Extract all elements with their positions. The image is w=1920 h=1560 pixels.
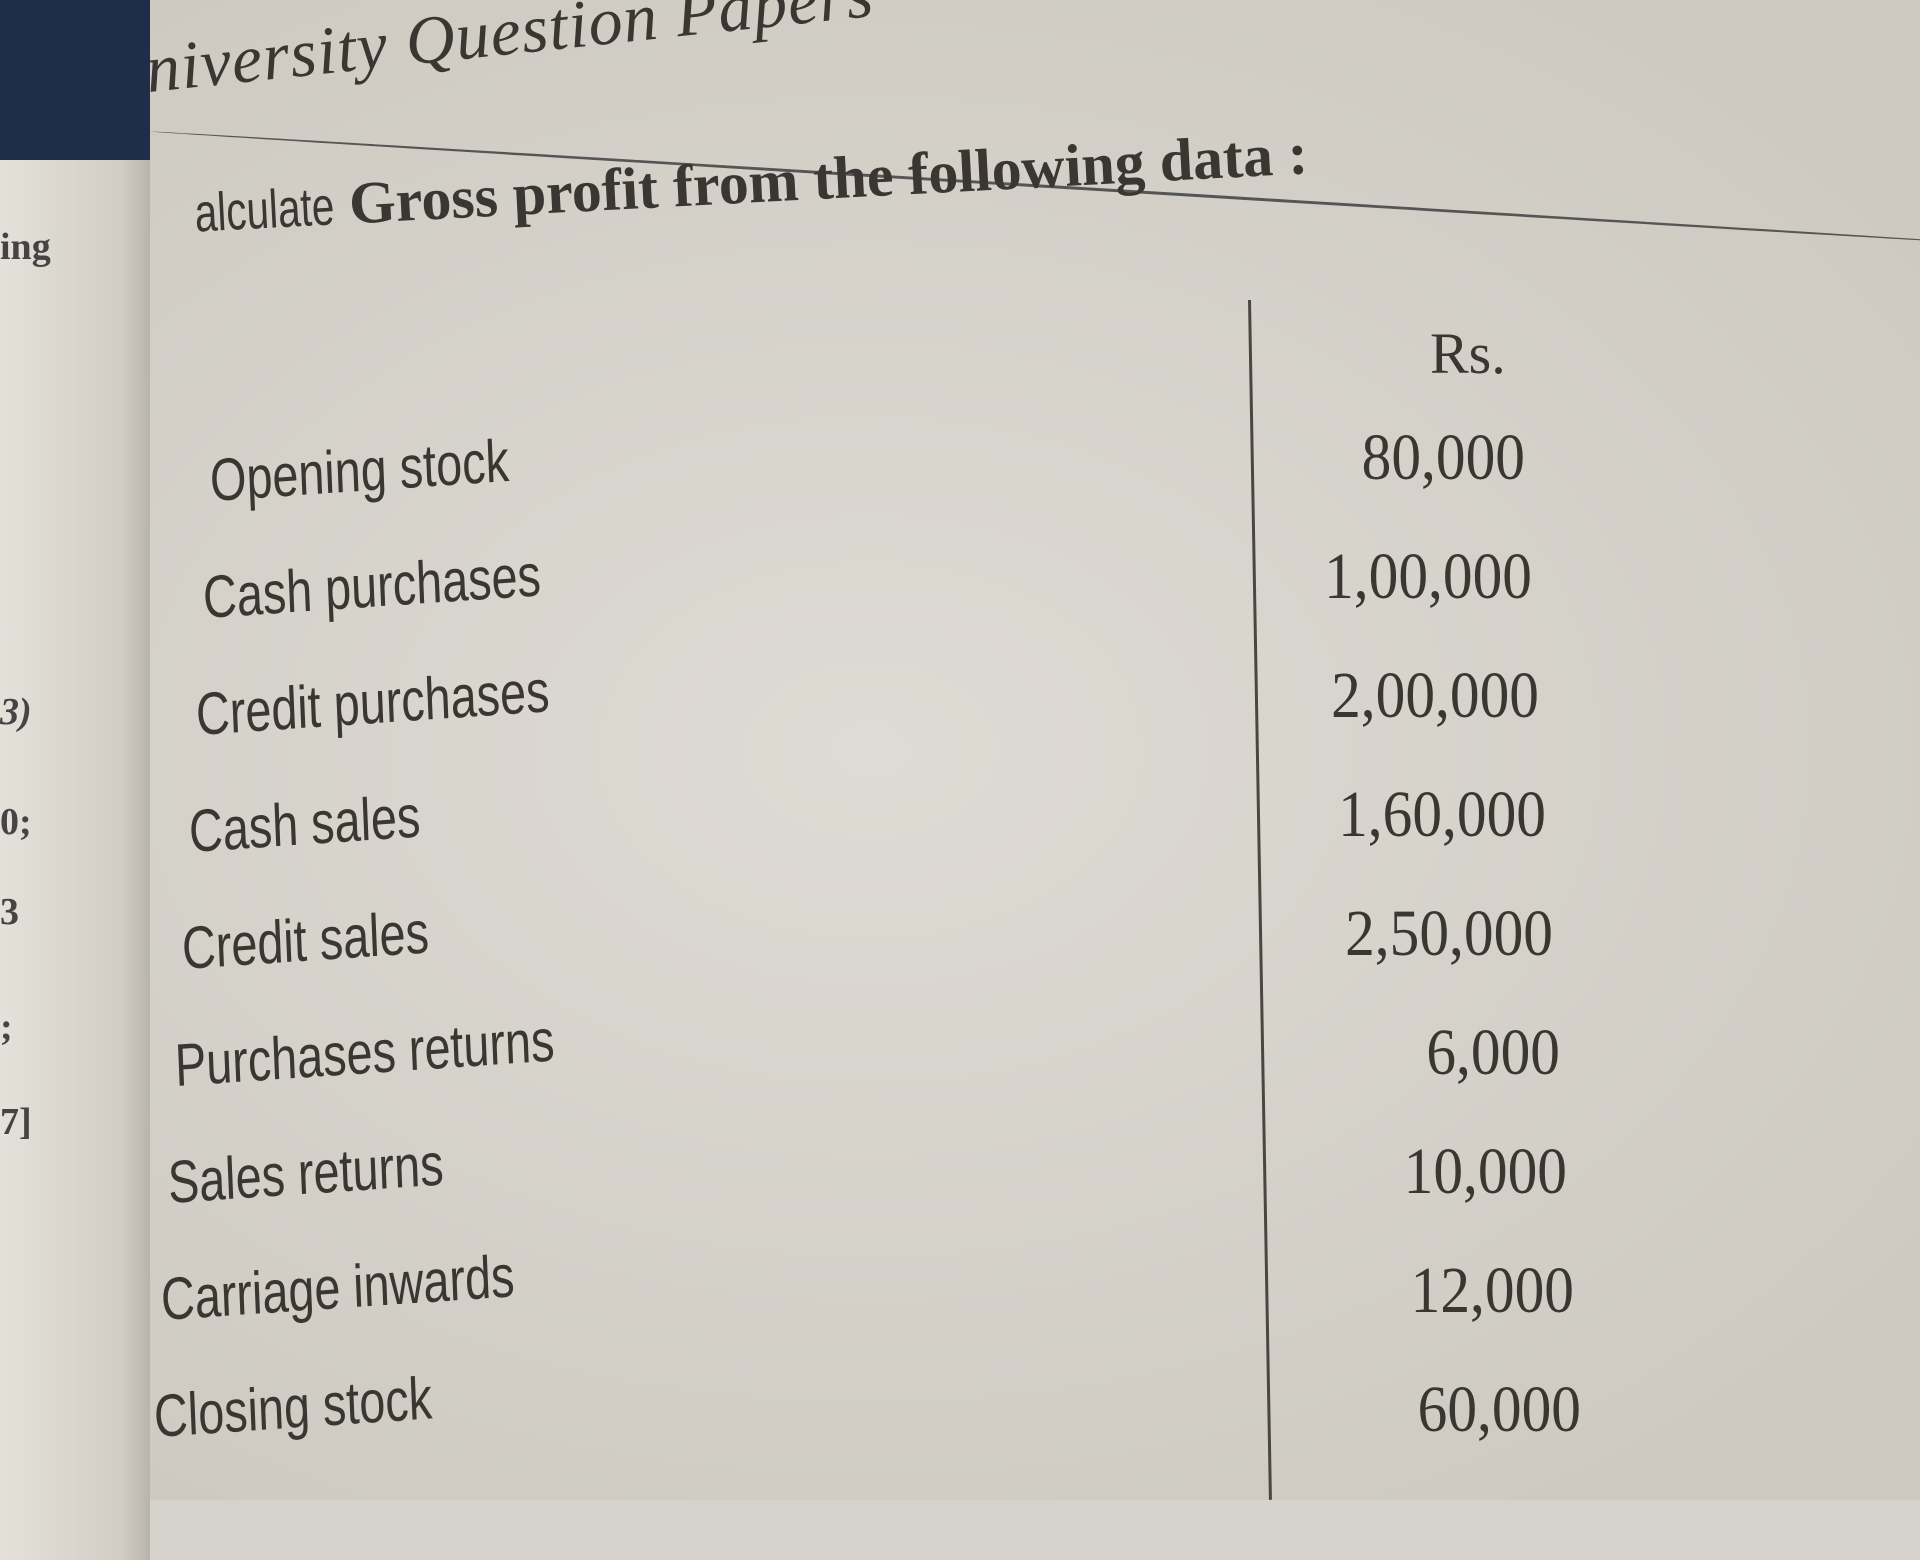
- right-page: [150, 0, 1920, 1500]
- row-value: 1,60,000: [1338, 778, 1546, 851]
- row-value: 2,50,000: [1345, 897, 1553, 970]
- row-value: 2,00,000: [1331, 659, 1539, 732]
- left-page-fragment: 3: [0, 891, 19, 933]
- left-page-fragment: ;: [0, 1006, 13, 1048]
- unit-header: Rs.: [1430, 321, 1506, 386]
- left-page-fragment: 3): [0, 691, 32, 733]
- left-page: [0, 160, 150, 1560]
- row-value: 60,000: [1417, 1373, 1581, 1446]
- left-page-fragment: ing: [0, 226, 51, 268]
- question-lead: alculate: [193, 176, 336, 244]
- left-page-fragment: 7]: [0, 1101, 32, 1143]
- row-value: 1,00,000: [1324, 540, 1532, 613]
- row-value: 12,000: [1410, 1254, 1574, 1327]
- left-page-fragment: 0;: [0, 801, 32, 843]
- row-value: 10,000: [1403, 1135, 1567, 1208]
- row-value: 6,000: [1426, 1016, 1560, 1089]
- row-value: 80,000: [1361, 421, 1525, 494]
